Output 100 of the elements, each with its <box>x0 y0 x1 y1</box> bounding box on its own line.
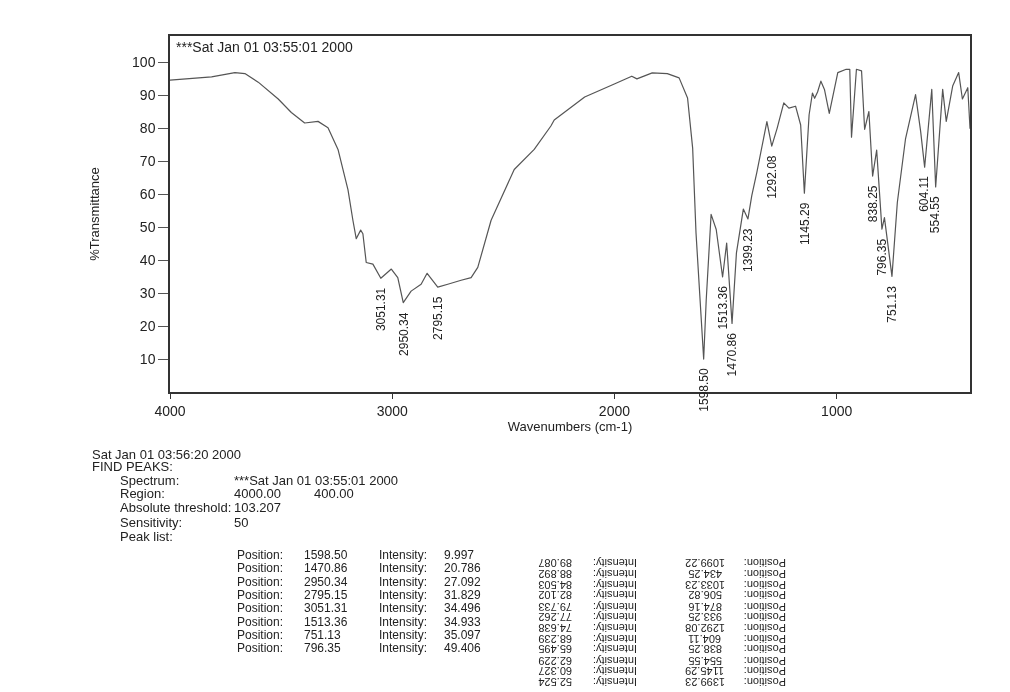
text: 796.35 <box>304 641 342 655</box>
text: 60.327 <box>538 665 572 678</box>
annotation: 1399.23 <box>741 228 756 272</box>
y-tick-label: 80 <box>139 120 156 137</box>
text: Intensity: <box>592 643 637 656</box>
x-tick-label: 4000 <box>154 402 186 419</box>
annotation: 3051.31 <box>373 287 388 332</box>
text: Intensity: <box>379 641 428 655</box>
text: Intensity: <box>592 622 637 634</box>
text: 434.25 <box>688 568 722 580</box>
text: Intensity: <box>379 615 428 629</box>
text: 1099.22 <box>685 557 725 570</box>
text: Position: <box>743 589 786 602</box>
text: Position: <box>743 643 786 656</box>
text: 3051.31 <box>304 601 348 615</box>
text: 751.13 <box>304 628 342 642</box>
y-tick-label: 100 <box>132 54 156 71</box>
text: Position: <box>743 654 786 667</box>
y-tick-label: 40 <box>139 252 156 269</box>
text: Position: <box>237 588 284 602</box>
text: Sat Jan 01 03:56:20 2000 <box>92 447 241 462</box>
text: Intensity: <box>379 548 428 562</box>
text: FIND PEAKS: <box>92 459 173 474</box>
text: Position: <box>743 632 786 645</box>
text: Position: <box>237 575 284 589</box>
text: 34.496 <box>444 601 482 615</box>
text: 838.25 <box>688 643 722 656</box>
x-tick-label: 3000 <box>376 402 408 419</box>
text: Position: <box>743 611 786 624</box>
text: 50 <box>234 515 249 530</box>
annotation: 1513.36 <box>715 285 730 330</box>
text: 35.097 <box>444 628 482 642</box>
text: 65.495 <box>538 643 572 656</box>
y-tick-label: 50 <box>139 219 156 236</box>
text: Sensitivity: <box>120 515 183 530</box>
annotation: 796.35 <box>875 238 890 276</box>
annotation: 1145.29 <box>797 202 812 246</box>
text: 82.102 <box>538 589 572 602</box>
text: Peak list: <box>120 529 173 544</box>
text: 62.229 <box>538 654 572 667</box>
text: Position: <box>743 622 786 634</box>
text: Position: <box>743 568 786 580</box>
text: 88.892 <box>538 568 572 580</box>
text: 74.638 <box>538 622 572 634</box>
text: 1399.23 <box>685 676 725 688</box>
annotation: 1292.08 <box>764 155 779 199</box>
text: 9.997 <box>444 548 475 562</box>
text: Intensity: <box>379 601 428 615</box>
text: 27.092 <box>444 575 482 589</box>
text: 2950.34 <box>304 575 348 589</box>
x-axis-title: Wavenumbers (cm-1) <box>507 418 633 434</box>
text: 1033.23 <box>685 578 725 591</box>
text: Position: <box>743 665 786 678</box>
text: Position: <box>237 601 284 615</box>
text: 79.733 <box>538 600 572 613</box>
y-tick-label: 10 <box>139 350 156 367</box>
text: 506.82 <box>688 589 722 602</box>
text: Region: <box>120 486 165 501</box>
text: Intensity: <box>379 628 428 642</box>
text: 84.503 <box>538 578 572 591</box>
text: Position: <box>237 641 284 655</box>
text: 89.087 <box>538 557 572 570</box>
text: Intensity: <box>592 568 637 580</box>
annotation: 2950.34 <box>396 312 411 356</box>
text: Intensity: <box>592 589 637 602</box>
text: 2795.15 <box>304 588 348 602</box>
text: Position: <box>743 600 786 613</box>
y-tick-label: 30 <box>139 285 156 302</box>
text: Position: <box>237 548 284 562</box>
text: 34.933 <box>444 615 482 629</box>
text: Intensity: <box>379 588 428 602</box>
text: 1145.29 <box>685 665 724 678</box>
annotation: 1598.50 <box>696 368 711 412</box>
text: Position: <box>743 578 786 591</box>
annotation: 2795.15 <box>430 296 445 340</box>
text: 400.00 <box>314 486 354 501</box>
text: 4000.00 <box>234 486 281 501</box>
text: 1513.36 <box>304 615 348 629</box>
y-tick-label: 20 <box>139 317 156 334</box>
x-tick-label: 1000 <box>821 402 853 419</box>
text: 933.25 <box>688 611 722 624</box>
text: Position: <box>743 557 786 570</box>
text: 103.207 <box>234 500 281 515</box>
text: Position: <box>237 561 284 575</box>
annotation: 1470.86 <box>724 332 739 377</box>
text: 31.829 <box>444 588 482 602</box>
text: 604.11 <box>688 632 721 645</box>
text: 1598.50 <box>304 548 348 562</box>
text: Position: <box>743 676 786 688</box>
text: 874.16 <box>688 600 722 613</box>
y-tick-label: 70 <box>139 153 156 170</box>
text: ***Sat Jan 01 03:55:01 2000 <box>234 473 399 488</box>
y-tick-label: 90 <box>139 87 156 104</box>
text: Position: <box>237 615 284 629</box>
text: Intensity: <box>592 676 637 688</box>
text: 68.239 <box>538 632 572 645</box>
text: Intensity: <box>379 575 428 589</box>
text: Intensity: <box>379 561 428 575</box>
text: 77.262 <box>538 611 572 624</box>
text: 49.406 <box>444 641 482 655</box>
